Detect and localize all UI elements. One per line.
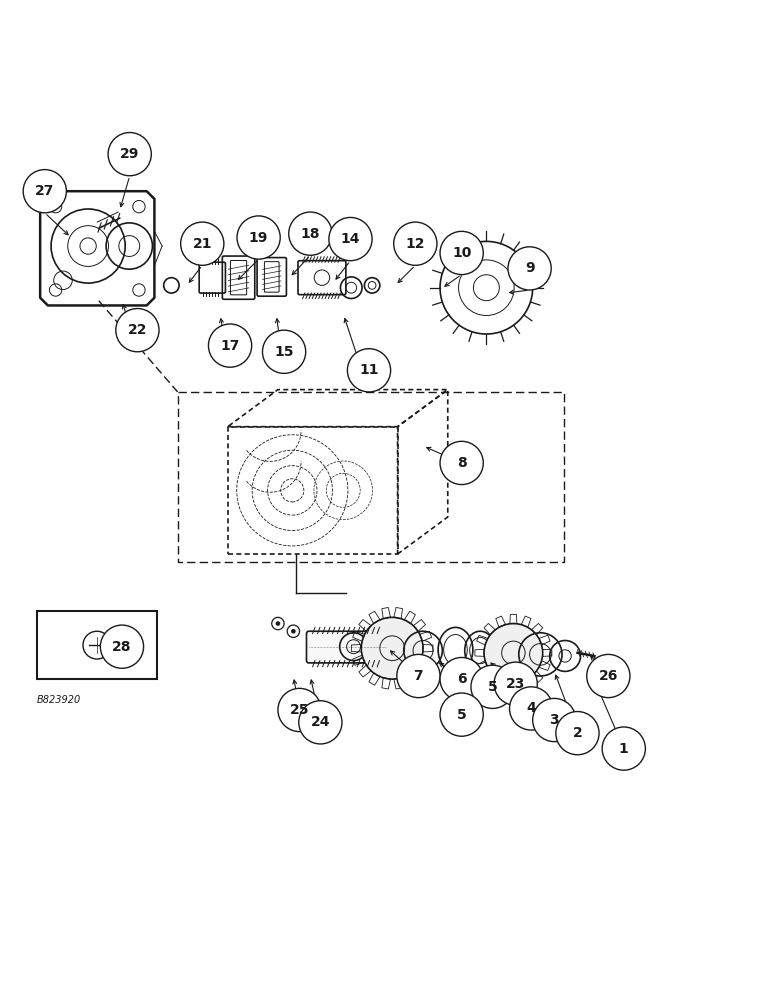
Text: 22: 22 <box>127 323 147 337</box>
Text: 12: 12 <box>405 237 425 251</box>
Text: 26: 26 <box>598 669 618 683</box>
Circle shape <box>602 727 645 770</box>
Circle shape <box>440 441 483 485</box>
Circle shape <box>276 621 280 626</box>
Circle shape <box>299 701 342 744</box>
Circle shape <box>397 654 440 698</box>
Text: 3: 3 <box>550 713 559 727</box>
Text: 7: 7 <box>414 669 423 683</box>
Circle shape <box>291 629 296 634</box>
Text: 28: 28 <box>112 640 132 654</box>
Text: 23: 23 <box>506 677 526 691</box>
Circle shape <box>278 688 321 732</box>
Text: 15: 15 <box>274 345 294 359</box>
Circle shape <box>440 231 483 275</box>
Text: 1: 1 <box>619 742 628 756</box>
Text: B823920: B823920 <box>37 695 81 705</box>
Circle shape <box>237 216 280 259</box>
Text: 2: 2 <box>573 726 582 740</box>
Text: 17: 17 <box>220 339 240 353</box>
Text: 5: 5 <box>457 708 466 722</box>
Text: 8: 8 <box>457 456 466 470</box>
Circle shape <box>347 349 391 392</box>
Text: 27: 27 <box>35 184 55 198</box>
Circle shape <box>471 665 514 708</box>
Circle shape <box>361 617 423 679</box>
Circle shape <box>510 687 553 730</box>
Text: 11: 11 <box>359 363 379 377</box>
Text: 5: 5 <box>488 680 497 694</box>
Text: 14: 14 <box>340 232 361 246</box>
Text: 25: 25 <box>290 703 310 717</box>
Circle shape <box>440 657 483 701</box>
Circle shape <box>23 170 66 213</box>
Circle shape <box>262 330 306 373</box>
Circle shape <box>440 241 533 334</box>
Text: 9: 9 <box>525 261 534 275</box>
FancyBboxPatch shape <box>37 611 157 679</box>
Circle shape <box>100 625 144 668</box>
Text: 10: 10 <box>452 246 472 260</box>
Circle shape <box>181 222 224 265</box>
Text: 18: 18 <box>300 227 320 241</box>
Circle shape <box>116 309 159 352</box>
Circle shape <box>289 212 332 255</box>
Circle shape <box>556 712 599 755</box>
Circle shape <box>508 247 551 290</box>
Circle shape <box>494 662 537 705</box>
Circle shape <box>329 217 372 261</box>
Text: 19: 19 <box>249 231 269 245</box>
Text: 24: 24 <box>310 715 330 729</box>
Circle shape <box>533 698 576 742</box>
Text: 21: 21 <box>192 237 212 251</box>
Circle shape <box>208 324 252 367</box>
Text: 4: 4 <box>527 701 536 715</box>
Circle shape <box>440 693 483 736</box>
FancyBboxPatch shape <box>306 631 388 663</box>
Text: 6: 6 <box>457 672 466 686</box>
Text: 29: 29 <box>120 147 140 161</box>
Circle shape <box>108 133 151 176</box>
Circle shape <box>484 624 543 682</box>
Circle shape <box>587 654 630 698</box>
Circle shape <box>394 222 437 265</box>
